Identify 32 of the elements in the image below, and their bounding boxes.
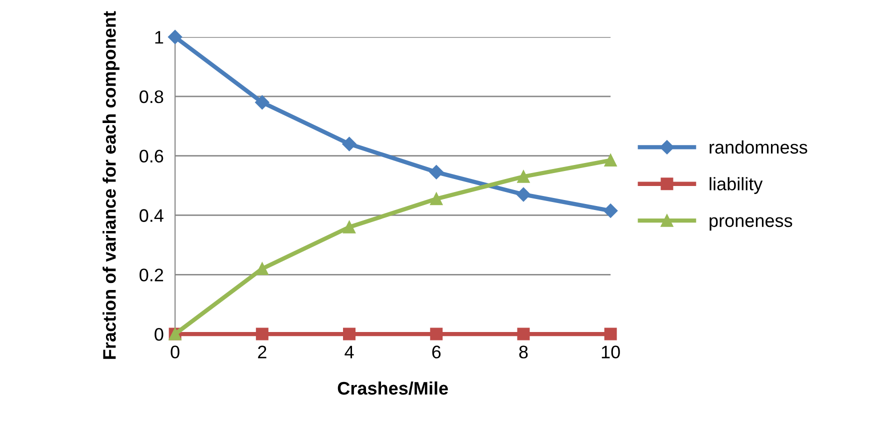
point: [516, 187, 531, 202]
point: [343, 220, 356, 234]
point: [342, 136, 356, 152]
legend-label: proneness: [710, 217, 792, 231]
x-tick-label: 2: [258, 346, 266, 358]
x-tick-label: 8: [519, 346, 528, 358]
x-tick-label: 6: [432, 346, 441, 358]
y-tick-label: 0.2: [140, 268, 164, 282]
point: [604, 154, 617, 167]
point: [430, 192, 443, 206]
y-axis-title: Fraction of variance for each component: [102, 11, 120, 359]
point: [429, 165, 444, 180]
y-tick-label: 1: [155, 31, 164, 44]
point: [517, 170, 530, 183]
legend-label: randomness: [710, 140, 808, 154]
point: [343, 328, 356, 340]
x-tick-label: 4: [344, 346, 354, 358]
point: [603, 204, 618, 218]
y-tick-label: 0.6: [140, 150, 164, 163]
x-tick-label: 0: [170, 346, 180, 358]
point: [168, 30, 182, 44]
point: [256, 328, 268, 340]
y-tick-label: 0.8: [140, 90, 164, 104]
y-tick-label: 0: [154, 328, 164, 341]
point: [430, 328, 443, 340]
point: [255, 95, 270, 110]
x-tick-label: 10: [602, 346, 620, 358]
legend-label: liability: [710, 177, 763, 194]
point: [604, 328, 617, 340]
y-tick-label: 0.4: [140, 209, 164, 222]
x-axis-title: Crashes/Mile: [338, 381, 448, 395]
point: [517, 328, 530, 340]
